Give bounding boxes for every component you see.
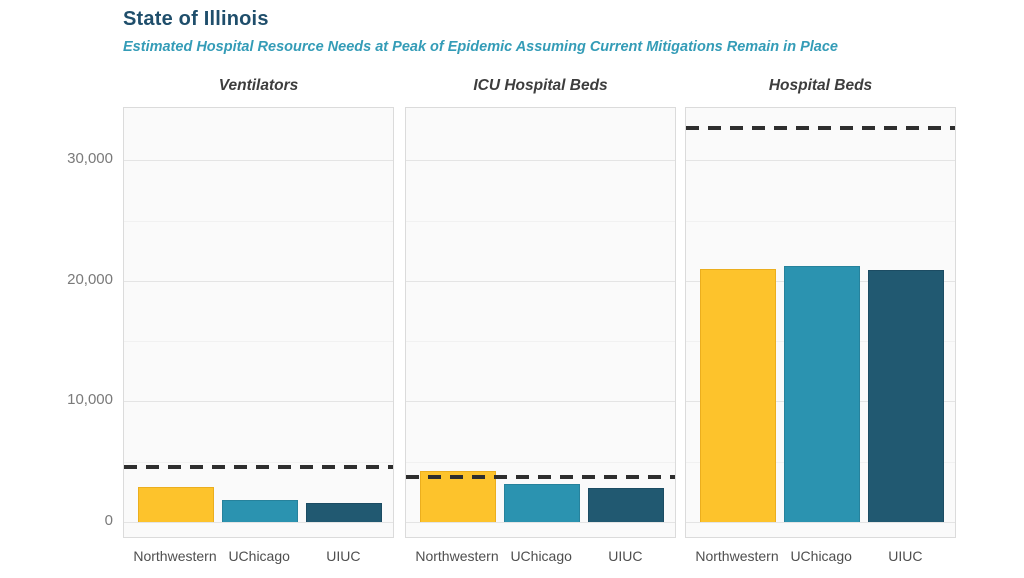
gridline-minor (124, 461, 393, 463)
gridline-major (124, 160, 393, 162)
facet-panel (123, 107, 394, 538)
facet-title: ICU Hospital Beds (473, 77, 608, 94)
bar-uiuc (306, 502, 383, 522)
gridline-major (124, 401, 393, 403)
bar-northwestern (420, 470, 496, 522)
gridline-major (686, 160, 955, 162)
x-axis-label: UIUC (888, 548, 923, 564)
gridline-minor (124, 341, 393, 343)
x-axis-label: Northwestern (133, 548, 217, 564)
x-axis-label: UChicago (228, 548, 290, 564)
y-axis-label: 10,000 (67, 391, 113, 409)
facet-panel (405, 107, 676, 538)
bar-uchicago (784, 265, 861, 522)
gridline-major (406, 280, 675, 282)
facet-panel (685, 107, 956, 538)
x-axis-label: UIUC (326, 548, 361, 564)
bar-uchicago (222, 499, 299, 522)
bar-uiuc (868, 269, 945, 522)
gridline-major (406, 522, 675, 523)
capacity-dashed-line (124, 465, 393, 469)
chart-title: State of Illinois (123, 8, 269, 30)
gridline-major (686, 522, 955, 523)
x-axis-label: UChicago (790, 548, 852, 564)
bar-uiuc (588, 488, 665, 522)
gridline-minor (686, 220, 955, 222)
gridline-minor (406, 220, 675, 222)
y-axis-label: 20,000 (67, 270, 113, 288)
capacity-dashed-line (406, 475, 675, 479)
facet-title: Hospital Beds (768, 77, 873, 94)
facet-title: Ventilators (218, 77, 299, 94)
gridline-major (406, 160, 675, 162)
gridline-minor (406, 461, 675, 463)
bar-uchicago (504, 484, 581, 522)
y-axis-label: 30,000 (67, 150, 113, 168)
chart-subtitle: Estimated Hospital Resource Needs at Pea… (123, 39, 838, 55)
capacity-dashed-line (686, 126, 955, 130)
x-axis-label: Northwestern (695, 548, 779, 564)
gridline-minor (124, 220, 393, 222)
gridline-major (124, 280, 393, 282)
gridline-major (406, 401, 675, 403)
gridline-minor (406, 341, 675, 343)
x-axis-label: Northwestern (415, 548, 499, 564)
x-axis-label: UIUC (608, 548, 643, 564)
bar-northwestern (138, 487, 214, 522)
bar-northwestern (700, 269, 776, 522)
x-axis-label: UChicago (510, 548, 572, 564)
gridline-major (124, 522, 393, 523)
y-axis-label: 0 (104, 512, 113, 529)
